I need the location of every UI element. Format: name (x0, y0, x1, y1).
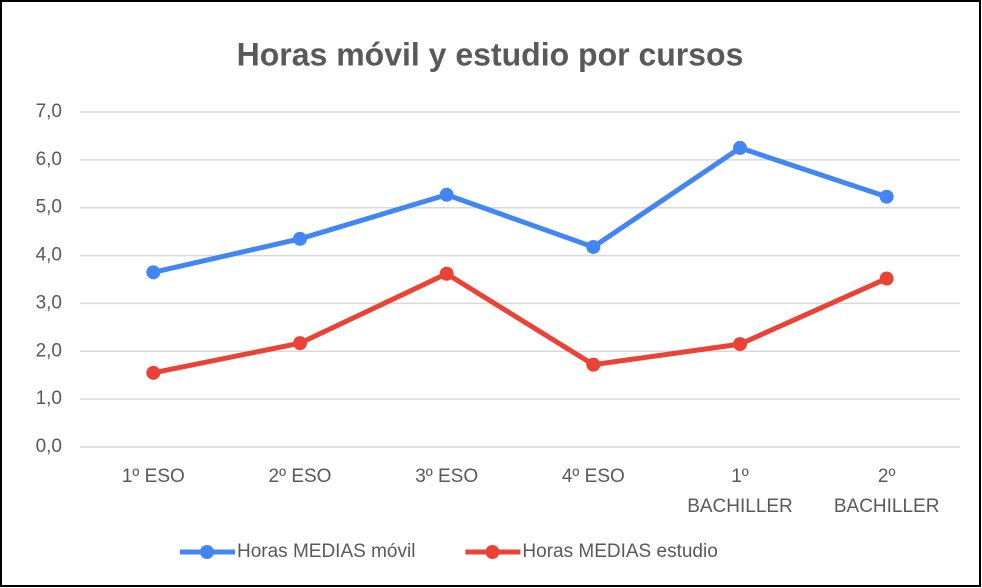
y-tick-label: 5,0 (36, 197, 62, 218)
y-tick-label: 0,0 (36, 436, 62, 457)
x-tick-label-line: BACHILLER (834, 496, 940, 517)
x-tick-label-line: 2º (878, 466, 896, 487)
y-tick-label: 2,0 (36, 340, 62, 361)
x-tick-label: 2º BACHILLER (834, 466, 940, 517)
data-point (586, 357, 601, 372)
y-tick-label: 4,0 (36, 245, 62, 266)
data-point (293, 336, 307, 351)
x-tick-label: 3º ESO (415, 466, 478, 487)
x-tick-label-line: BACHILLER (687, 496, 793, 517)
y-tick-label: 1,0 (36, 388, 62, 409)
y-tick-label: 7,0 (36, 101, 62, 122)
data-point (439, 266, 454, 281)
legend-marker (485, 545, 500, 559)
data-point (879, 189, 894, 204)
data-point (733, 140, 747, 155)
data-point (293, 231, 307, 246)
y-tick-label: 3,0 (36, 292, 62, 313)
legend-label: Horas MEDIAS móvil (237, 541, 415, 562)
data-point (439, 187, 454, 202)
x-tick-label-line: 1º (731, 466, 749, 487)
legend-marker (200, 545, 214, 559)
x-tick-label: 4º ESO (562, 466, 625, 487)
legend-label: Horas MEDIAS estudio (522, 541, 717, 562)
chart-title: Horas móvil y estudio por cursos (237, 36, 744, 72)
x-tick-label: 2º ESO (269, 466, 332, 487)
data-point (146, 265, 161, 280)
series-line (152, 145, 888, 275)
y-tick-label: 6,0 (36, 149, 62, 170)
data-point (146, 365, 161, 380)
data-point (586, 239, 601, 254)
x-tick-label: 1º ESO (122, 466, 185, 487)
series-line (152, 271, 888, 376)
x-tick-label: 1º BACHILLER (687, 466, 793, 517)
data-point (733, 337, 747, 352)
data-point (879, 271, 894, 286)
